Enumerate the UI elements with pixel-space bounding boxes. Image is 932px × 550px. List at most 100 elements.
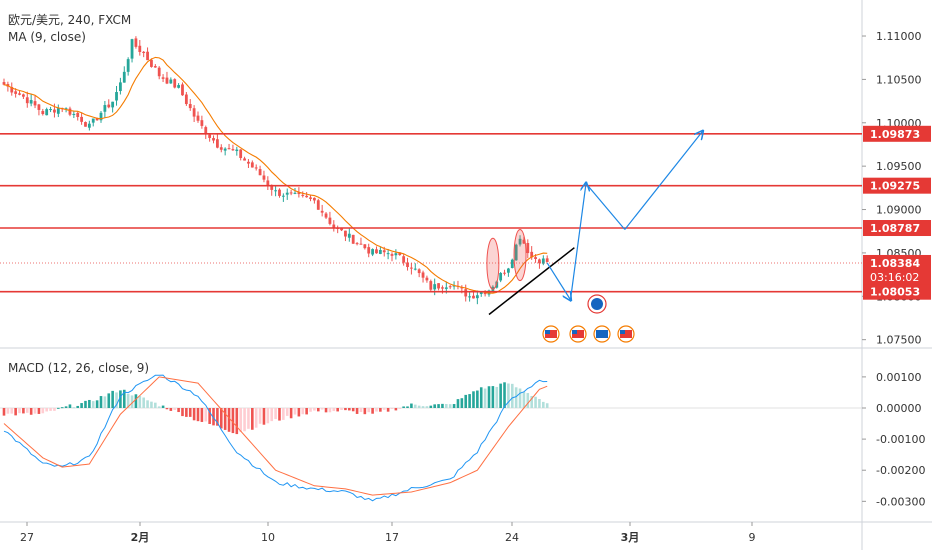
- macd-legend: MACD (12, 26, close, 9): [8, 361, 150, 375]
- candle-body: [243, 158, 246, 161]
- macd-hist-bar: [495, 386, 499, 408]
- candle-body: [161, 77, 165, 79]
- macd-hist-bar: [142, 397, 145, 408]
- candle-body: [111, 101, 115, 108]
- macd-hist-bar: [526, 393, 530, 408]
- macd-hist-bar: [95, 400, 99, 408]
- macd-hist-bar: [192, 408, 196, 421]
- candle-body: [33, 101, 37, 106]
- event-flag-canton: [545, 330, 550, 334]
- macd-hist-bar: [270, 408, 274, 422]
- price-tick-label-7: 1.07500: [876, 334, 922, 347]
- candle-body: [266, 180, 270, 186]
- macd-hist-bar: [534, 396, 537, 408]
- candle-body: [250, 162, 254, 168]
- macd-hist-bar: [2, 408, 6, 416]
- candle-body: [382, 250, 386, 253]
- macd-hist-bar: [138, 395, 142, 408]
- macd-line: [3, 374, 548, 502]
- macd-hist-bar: [530, 396, 533, 408]
- macd-hist-bar: [417, 405, 421, 408]
- candle-body: [375, 249, 378, 254]
- event-flag-icon: [569, 325, 587, 343]
- macd-hist-bar: [235, 408, 239, 435]
- event-flag-canton: [596, 330, 601, 334]
- macd-hist-bar: [441, 403, 444, 408]
- macd-hist-bar: [429, 405, 433, 408]
- event-flag-icon: [593, 325, 611, 343]
- candle-body: [363, 244, 367, 249]
- time-tick-label-5: 3月: [621, 531, 640, 544]
- candle-body: [433, 284, 437, 290]
- macd-hist-bar: [72, 407, 76, 409]
- macd-tick-label-0: 0.00100: [876, 371, 922, 384]
- macd-hist-bar: [394, 408, 398, 411]
- macd-hist-bar: [227, 408, 231, 432]
- macd-hist-bar: [185, 408, 188, 417]
- candle-body: [45, 109, 49, 116]
- macd-hist-bar: [200, 408, 204, 422]
- candle-body: [510, 259, 514, 269]
- candle-body: [293, 192, 297, 194]
- candle-body: [514, 244, 518, 261]
- macd-hist-bar: [126, 393, 130, 408]
- candle-body: [76, 112, 80, 117]
- candle-body: [425, 277, 429, 281]
- candle-body: [25, 97, 29, 104]
- macd-hist-bar: [231, 408, 235, 434]
- macd-hist-bar: [375, 408, 378, 412]
- candle-body: [122, 71, 126, 83]
- candle-body: [324, 213, 328, 218]
- macd-hist-bar: [91, 401, 95, 408]
- candle-body: [503, 272, 506, 274]
- macd-hist-bar: [328, 408, 332, 413]
- candle-body: [37, 104, 41, 110]
- macd-hist-bar: [316, 408, 320, 412]
- candle-body: [483, 292, 487, 295]
- macd-hist-bar: [324, 408, 328, 413]
- level-tag-3: [863, 283, 931, 300]
- level-tag-2: [863, 220, 931, 237]
- macd-hist-bar: [340, 408, 343, 410]
- event-flag-icon: [542, 325, 560, 343]
- macd-hist-bar: [177, 408, 180, 413]
- macd-hist-bar: [258, 408, 262, 424]
- candle-body: [487, 290, 491, 295]
- highlight-ellipse-0: [486, 237, 500, 290]
- candle-body: [398, 252, 402, 256]
- macd-hist-bar: [285, 408, 289, 416]
- macd-hist-bar: [157, 406, 161, 408]
- macd-tick-label-4: -0.00300: [876, 495, 925, 508]
- macd-hist-bar: [406, 406, 409, 408]
- macd-hist-bar: [425, 406, 429, 408]
- macd-hist-bar: [367, 408, 371, 413]
- ma-legend: MA (9, close): [8, 30, 86, 44]
- candle-body: [522, 239, 526, 244]
- current-price-tag: [863, 254, 931, 285]
- macd-hist-bar: [119, 390, 122, 408]
- candle-body: [41, 111, 45, 115]
- price-tick-label-3: 1.09500: [876, 160, 922, 173]
- candle-body: [53, 109, 56, 113]
- candle-body: [355, 243, 359, 245]
- macd-hist-bar: [320, 408, 324, 410]
- symbol-title: 欧元/美元, 240, FXCM: [8, 13, 132, 27]
- time-tick-label-1: 2月: [131, 531, 150, 544]
- candle-body: [479, 292, 483, 295]
- candle-body: [378, 250, 382, 254]
- macd-hist-bar: [448, 404, 452, 408]
- candle-body: [208, 134, 212, 138]
- candle-body: [285, 192, 289, 195]
- candle-body: [258, 169, 262, 176]
- candle-body: [538, 259, 541, 264]
- macd-hist-bar: [386, 408, 390, 412]
- candle-body: [192, 108, 196, 117]
- time-tick-label-2: 10: [261, 531, 275, 544]
- macd-hist-bar: [371, 408, 374, 414]
- candle-body: [534, 257, 537, 259]
- candle-body: [413, 268, 417, 270]
- candle-body: [95, 118, 99, 121]
- macd-hist-bar: [348, 408, 351, 411]
- macd-hist-bar: [491, 386, 495, 408]
